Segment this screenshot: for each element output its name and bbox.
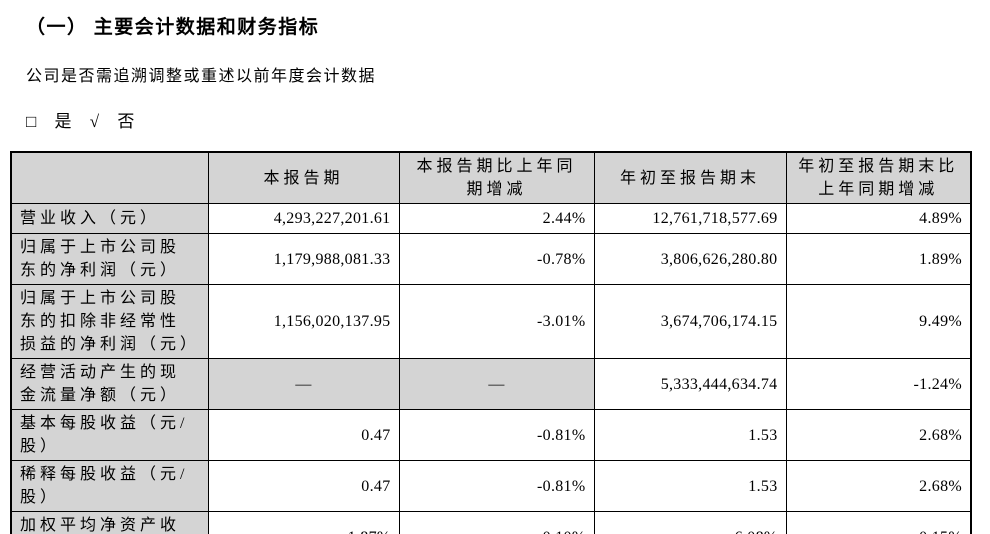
section-title: （一） 主要会计数据和财务指标	[26, 17, 320, 38]
row-label: 归属于上市公司股东的净利润（元）	[10, 233, 209, 285]
cell-value: 0.47	[207, 460, 400, 512]
table-row: 归属于上市公司股东的净利润（元） 1,179,988,081.33 -0.78%…	[10, 233, 972, 285]
table-row: 加权平均净资产收益率 1.87% -0.10% 6.08% -0.15%	[10, 511, 972, 534]
cell-value: 3,806,626,280.80	[593, 233, 787, 285]
cell-value: -0.10%	[398, 511, 595, 534]
row-label: 归属于上市公司股东的扣除非经常性损益的净利润（元）	[10, 284, 209, 359]
cell-value: -0.81%	[398, 460, 595, 512]
cell-value: 2.68%	[785, 460, 972, 512]
cell-value: -0.78%	[398, 233, 595, 285]
cell-value: 2.44%	[398, 203, 595, 234]
cell-value: 6.08%	[593, 511, 787, 534]
header-current-period-yoy-change: 本报告期比上年同期增减	[398, 151, 595, 204]
yes-option-label: 是	[54, 112, 72, 131]
cell-value: 1,156,020,137.95	[207, 284, 400, 359]
row-label: 经营活动产生的现金流量净额（元）	[10, 358, 209, 410]
cell-value: 1,179,988,081.33	[207, 233, 400, 285]
header-indicator	[10, 151, 209, 204]
row-label: 营业收入（元）	[10, 203, 209, 234]
cell-value: 4.89%	[785, 203, 972, 234]
cell-value: 0.47	[207, 409, 400, 461]
key-financial-indicators-table: 本报告期 本报告期比上年同期增减 年初至报告期末 年初至报告期末比上年同期增减 …	[10, 151, 972, 534]
cell-value: 3,674,706,174.15	[593, 284, 787, 359]
table-header-row: 本报告期 本报告期比上年同期增减 年初至报告期末 年初至报告期末比上年同期增减	[10, 151, 972, 204]
cell-value: 5,333,444,634.74	[593, 358, 787, 410]
cell-value: -1.24%	[785, 358, 972, 410]
header-year-to-date: 年初至报告期末	[593, 151, 787, 204]
table-row: 稀释每股收益（元/股） 0.47 -0.81% 1.53 2.68%	[10, 460, 972, 512]
table-row: 基本每股收益（元/股） 0.47 -0.81% 1.53 2.68%	[10, 409, 972, 461]
cell-value: 9.49%	[785, 284, 972, 359]
cell-value: -0.15%	[785, 511, 972, 534]
cell-value-not-applicable: —	[207, 358, 400, 410]
no-option-label: 否	[117, 112, 135, 131]
cell-value: 2.68%	[785, 409, 972, 461]
cell-value: 1.89%	[785, 233, 972, 285]
row-label: 稀释每股收益（元/股）	[10, 460, 209, 512]
table-row: 营业收入（元） 4,293,227,201.61 2.44% 12,761,71…	[10, 203, 972, 234]
header-current-period: 本报告期	[207, 151, 400, 204]
cell-value: 12,761,718,577.69	[593, 203, 787, 234]
header-year-to-date-yoy-change: 年初至报告期末比上年同期增减	[785, 151, 972, 204]
restatement-answer-line: □ 是 √ 否	[26, 107, 990, 132]
cell-value-not-applicable: —	[398, 358, 595, 410]
cell-value: 4,293,227,201.61	[207, 203, 400, 234]
checkbox-unchecked-icon: □	[26, 112, 37, 131]
table-row: 归属于上市公司股东的扣除非经常性损益的净利润（元） 1,156,020,137.…	[10, 284, 972, 359]
cell-value: 1.53	[593, 409, 787, 461]
cell-value: 1.53	[593, 460, 787, 512]
table-row: 经营活动产生的现金流量净额（元） — — 5,333,444,634.74 -1…	[10, 358, 972, 410]
cell-value: 1.87%	[207, 511, 400, 534]
cell-value: -0.81%	[398, 409, 595, 461]
checkmark-icon: √	[89, 112, 100, 131]
cell-value: -3.01%	[398, 284, 595, 359]
row-label: 基本每股收益（元/股）	[10, 409, 209, 461]
restatement-question: 公司是否需追溯调整或重述以前年度会计数据	[26, 68, 377, 85]
row-label: 加权平均净资产收益率	[10, 511, 209, 534]
